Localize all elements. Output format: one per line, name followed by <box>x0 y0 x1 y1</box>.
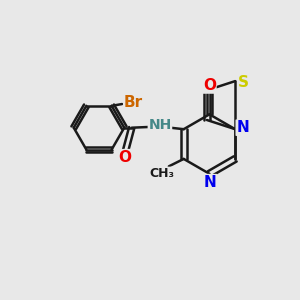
Text: N: N <box>236 120 249 135</box>
Text: CH₃: CH₃ <box>149 167 174 180</box>
Text: O: O <box>203 78 216 93</box>
Text: NH: NH <box>148 118 172 132</box>
Text: Br: Br <box>124 95 143 110</box>
Text: N: N <box>204 175 216 190</box>
Text: O: O <box>118 150 131 165</box>
Text: S: S <box>238 75 249 90</box>
